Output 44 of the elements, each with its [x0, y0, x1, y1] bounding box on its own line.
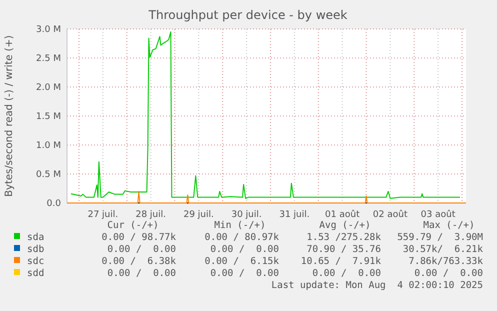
- text: 0.00 / 0.00: [210, 244, 280, 255]
- text: 0.00 / 6.38k: [102, 256, 176, 267]
- text: Cur (-/+): [107, 220, 159, 231]
- x-tick-label: 29 juil.: [183, 210, 214, 220]
- text: 70.90 / 35.76: [306, 244, 382, 255]
- x-tick-label: 01 août: [325, 208, 360, 220]
- text: 0.00 / 0.00: [414, 268, 484, 279]
- text: 0.00 / 6.15k: [204, 256, 280, 267]
- y-tick-label: 3.0 M: [36, 24, 61, 35]
- text: 0.00 / 0.00: [107, 268, 176, 279]
- legend-label: sdb: [27, 244, 44, 255]
- text: 7.86k/763.33k: [408, 256, 484, 267]
- text: 10.65 / 7.91k: [300, 256, 382, 267]
- x-tick-label: 28 juil.: [136, 210, 166, 220]
- text: Avg (-/+): [319, 220, 371, 231]
- y-tick-label: 1.0 M: [36, 140, 61, 151]
- y-tick-label: 2.0 M: [36, 82, 61, 93]
- text: 0.00 / 0.00: [312, 268, 382, 279]
- text: 0.00 / 98.77k: [102, 232, 176, 243]
- y-tick-label: 1.5 M: [36, 112, 61, 122]
- legend-label: sda: [27, 232, 44, 243]
- text: 0.00 / 0.00: [210, 268, 280, 279]
- line-series: [66, 190, 466, 204]
- x-tick-label: 03 août: [420, 208, 456, 220]
- y-axis-title: Bytes/second read (-) / write (+): [4, 35, 15, 197]
- legend-label: sdc: [27, 256, 44, 267]
- x-tick-label: 02 août: [372, 208, 408, 220]
- y-tick-label: 2.5 M: [36, 54, 61, 64]
- x-tick-label: 27 juil.: [88, 210, 118, 220]
- text: Min (-/+): [214, 220, 266, 231]
- text: 0.00 / 80.97k: [204, 232, 280, 243]
- line-series: [70, 31, 461, 199]
- chart-title: Throughput per device - by week: [148, 8, 348, 22]
- text: 30.57k/ 6.21k: [402, 244, 484, 255]
- legend-label: sdd: [27, 268, 44, 279]
- x-tick-label: 31 juil.: [279, 210, 310, 220]
- text: 1.53 /275.28k: [306, 232, 382, 243]
- text: 559.79 / 3.90M: [397, 232, 484, 243]
- text: Max (-/+): [423, 220, 475, 231]
- y-tick-label: 0.0: [46, 198, 62, 209]
- text: Last update: Mon Aug 4 02:00:10 2025: [271, 280, 483, 291]
- y-tick-label: 0.5 M: [36, 170, 61, 180]
- x-tick-label: 30 juil.: [231, 210, 262, 220]
- text: 0.00 / 0.00: [107, 244, 176, 255]
